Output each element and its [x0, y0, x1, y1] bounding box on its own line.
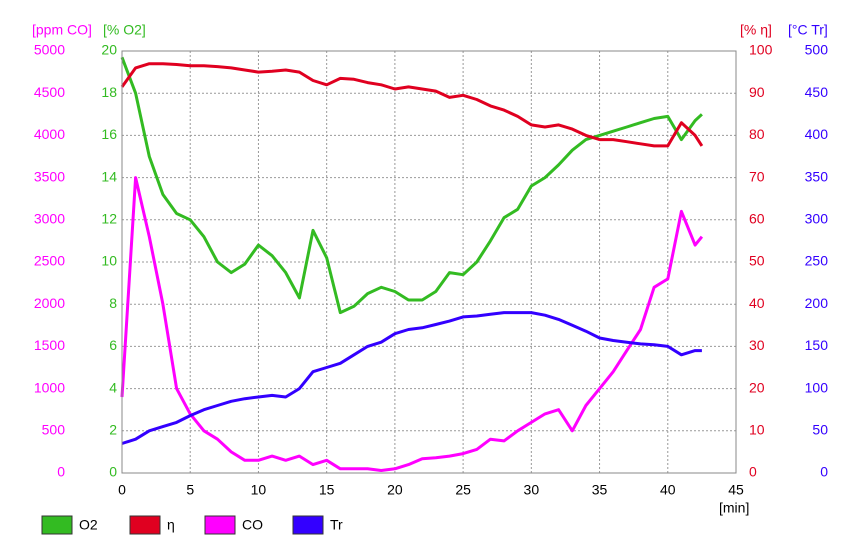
legend-label: η	[167, 517, 175, 533]
y-tick-label: 2	[109, 422, 117, 438]
series-line	[121, 311, 702, 445]
y-tick-label: 500	[805, 42, 829, 58]
y-tick-label: 3500	[34, 168, 65, 184]
legend-swatch	[129, 515, 161, 535]
legend-label: Tr	[330, 517, 343, 533]
y-tick-label: 80	[749, 126, 765, 142]
x-tick-label: 25	[455, 482, 471, 498]
x-tick-label: 45	[728, 482, 744, 498]
x-tick-label: 5	[186, 482, 194, 498]
y-tick-label: 20	[749, 379, 765, 395]
y-tick-label: 10	[101, 253, 117, 269]
y-tick-label: 20	[101, 42, 117, 58]
y-axis-label: [% η]	[740, 22, 772, 38]
y-tick-label: 100	[805, 379, 829, 395]
y-tick-label: 6	[109, 337, 117, 353]
series-line	[120, 56, 703, 315]
y-tick-label: 60	[749, 211, 765, 227]
x-tick-label: 10	[251, 482, 267, 498]
series-line	[120, 176, 704, 472]
y-tick-label: 16	[101, 126, 117, 142]
legend-label: O2	[79, 517, 98, 533]
y-tick-label: 8	[109, 295, 117, 311]
legend-label: CO	[242, 517, 263, 533]
y-tick-label: 200	[805, 295, 829, 311]
y-tick-label: 0	[57, 464, 65, 480]
y-tick-label: 50	[812, 422, 828, 438]
y-tick-label: 1500	[34, 337, 65, 353]
x-tick-label: 35	[592, 482, 608, 498]
y-tick-label: 1000	[34, 379, 65, 395]
y-tick-label: 300	[805, 211, 829, 227]
y-tick-label: 4	[109, 379, 117, 395]
y-tick-label: 350	[805, 168, 829, 184]
y-tick-label: 50	[749, 253, 765, 269]
legend-swatch	[41, 515, 73, 535]
y-axis-label: [ppm CO]	[32, 22, 92, 38]
x-tick-label: 30	[524, 482, 540, 498]
plot-border	[121, 50, 737, 474]
y-tick-label: 40	[749, 295, 765, 311]
y-tick-label: 100	[749, 42, 773, 58]
x-tick-label: 0	[118, 482, 126, 498]
y-tick-label: 0	[109, 464, 117, 480]
y-tick-label: 4000	[34, 126, 65, 142]
x-tick-label: 20	[387, 482, 403, 498]
y-tick-label: 2500	[34, 253, 65, 269]
y-tick-label: 70	[749, 168, 765, 184]
y-axis-label: [°C Tr]	[788, 22, 828, 38]
y-tick-label: 12	[101, 211, 117, 227]
y-tick-label: 500	[42, 422, 66, 438]
y-tick-label: 3000	[34, 211, 65, 227]
y-tick-label: 0	[820, 464, 828, 480]
y-tick-label: 250	[805, 253, 829, 269]
y-tick-label: 10	[749, 422, 765, 438]
y-tick-label: 30	[749, 337, 765, 353]
y-tick-label: 150	[805, 337, 829, 353]
legend-swatch	[204, 515, 236, 535]
legend-swatch	[292, 515, 324, 535]
y-tick-label: 18	[101, 84, 117, 100]
y-tick-label: 0	[749, 464, 757, 480]
y-tick-label: 14	[101, 168, 117, 184]
y-tick-label: 2000	[34, 295, 65, 311]
x-axis-label: [min]	[719, 500, 749, 516]
x-tick-label: 40	[660, 482, 676, 498]
y-axis-label: [% O2]	[103, 22, 146, 38]
y-tick-label: 5000	[34, 42, 65, 58]
y-tick-label: 90	[749, 84, 765, 100]
y-tick-label: 4500	[34, 84, 65, 100]
y-tick-label: 450	[805, 84, 829, 100]
series-line	[120, 62, 704, 148]
y-tick-label: 400	[805, 126, 829, 142]
x-tick-label: 15	[319, 482, 335, 498]
